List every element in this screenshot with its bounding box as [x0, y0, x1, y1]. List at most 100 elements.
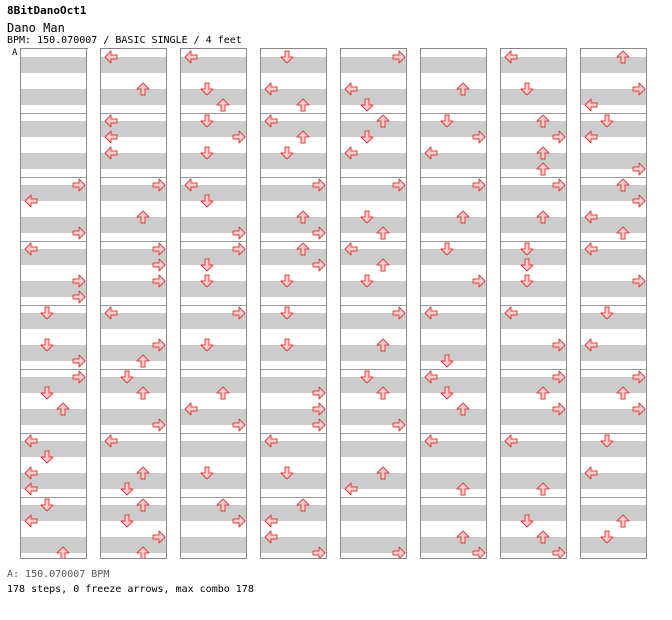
- left-arrow-icon: [184, 402, 198, 416]
- up-arrow-icon: [376, 386, 390, 400]
- down-arrow-icon: [200, 466, 214, 480]
- down-arrow-icon: [520, 274, 534, 288]
- down-arrow-icon: [280, 306, 294, 320]
- right-arrow-icon: [632, 402, 646, 416]
- right-arrow-icon: [152, 178, 166, 192]
- measure-line: [21, 497, 86, 498]
- down-arrow-icon: [200, 274, 214, 288]
- down-arrow-icon: [280, 338, 294, 352]
- measure-line: [21, 241, 86, 242]
- up-arrow-icon: [536, 530, 550, 544]
- measure-line: [501, 113, 566, 114]
- left-arrow-icon: [264, 514, 278, 528]
- up-arrow-icon: [136, 210, 150, 224]
- down-arrow-icon: [440, 242, 454, 256]
- right-arrow-icon: [72, 370, 86, 384]
- chart-column: [580, 48, 647, 559]
- right-arrow-icon: [632, 274, 646, 288]
- down-arrow-icon: [280, 146, 294, 160]
- right-arrow-icon: [392, 178, 406, 192]
- left-arrow-icon: [24, 434, 38, 448]
- measure-line: [101, 177, 166, 178]
- up-arrow-icon: [296, 498, 310, 512]
- left-arrow-icon: [344, 82, 358, 96]
- up-arrow-icon: [216, 498, 230, 512]
- up-arrow-icon: [536, 210, 550, 224]
- down-arrow-icon: [280, 274, 294, 288]
- measure-line: [181, 497, 246, 498]
- down-arrow-icon: [40, 498, 54, 512]
- right-arrow-icon: [72, 226, 86, 240]
- measure-line: [581, 177, 646, 178]
- right-arrow-icon: [72, 178, 86, 192]
- up-arrow-icon: [296, 242, 310, 256]
- down-arrow-icon: [120, 514, 134, 528]
- left-arrow-icon: [504, 306, 518, 320]
- up-arrow-icon: [136, 498, 150, 512]
- left-arrow-icon: [184, 50, 198, 64]
- up-arrow-icon: [376, 114, 390, 128]
- left-arrow-icon: [104, 434, 118, 448]
- right-arrow-icon: [312, 402, 326, 416]
- right-arrow-icon: [312, 178, 326, 192]
- measure-line: [421, 177, 486, 178]
- down-arrow-icon: [360, 210, 374, 224]
- up-arrow-icon: [136, 82, 150, 96]
- chart-column: [500, 48, 567, 559]
- right-arrow-icon: [472, 130, 486, 144]
- right-arrow-icon: [552, 178, 566, 192]
- down-arrow-icon: [440, 114, 454, 128]
- down-arrow-icon: [600, 114, 614, 128]
- up-arrow-icon: [56, 402, 70, 416]
- up-arrow-icon: [456, 482, 470, 496]
- measure-line: [101, 369, 166, 370]
- chart-info: BPM: 150.070007 / BASIC SINGLE / 4 feet: [7, 35, 242, 46]
- down-arrow-icon: [120, 370, 134, 384]
- measure-line: [581, 433, 646, 434]
- up-arrow-icon: [376, 466, 390, 480]
- measure-line: [421, 241, 486, 242]
- measure-line: [341, 369, 406, 370]
- measure-line: [501, 241, 566, 242]
- right-arrow-icon: [232, 242, 246, 256]
- left-arrow-icon: [344, 482, 358, 496]
- up-arrow-icon: [136, 546, 150, 558]
- left-arrow-icon: [344, 242, 358, 256]
- measure-line: [421, 433, 486, 434]
- up-arrow-icon: [216, 98, 230, 112]
- measure-line: [181, 369, 246, 370]
- down-arrow-icon: [600, 530, 614, 544]
- measure-line: [101, 433, 166, 434]
- measure-line: [501, 497, 566, 498]
- right-arrow-icon: [72, 274, 86, 288]
- up-arrow-icon: [536, 162, 550, 176]
- measure-line: [21, 369, 86, 370]
- down-arrow-icon: [520, 242, 534, 256]
- down-arrow-icon: [200, 194, 214, 208]
- measure-line: [181, 113, 246, 114]
- up-arrow-icon: [456, 402, 470, 416]
- left-arrow-icon: [184, 178, 198, 192]
- left-arrow-icon: [584, 466, 598, 480]
- measure-line: [341, 433, 406, 434]
- left-arrow-icon: [584, 98, 598, 112]
- measure-line: [101, 497, 166, 498]
- measure-line: [261, 369, 326, 370]
- down-arrow-icon: [40, 450, 54, 464]
- left-arrow-icon: [24, 514, 38, 528]
- left-arrow-icon: [24, 482, 38, 496]
- down-arrow-icon: [120, 482, 134, 496]
- chart-column: [420, 48, 487, 559]
- measure-line: [21, 433, 86, 434]
- up-arrow-icon: [536, 482, 550, 496]
- right-arrow-icon: [632, 162, 646, 176]
- measure-line: [581, 305, 646, 306]
- up-arrow-icon: [456, 530, 470, 544]
- measure-line: [501, 369, 566, 370]
- right-arrow-icon: [552, 546, 566, 558]
- left-arrow-icon: [424, 306, 438, 320]
- measure-line: [421, 305, 486, 306]
- left-arrow-icon: [264, 82, 278, 96]
- measure-line: [101, 241, 166, 242]
- up-arrow-icon: [376, 258, 390, 272]
